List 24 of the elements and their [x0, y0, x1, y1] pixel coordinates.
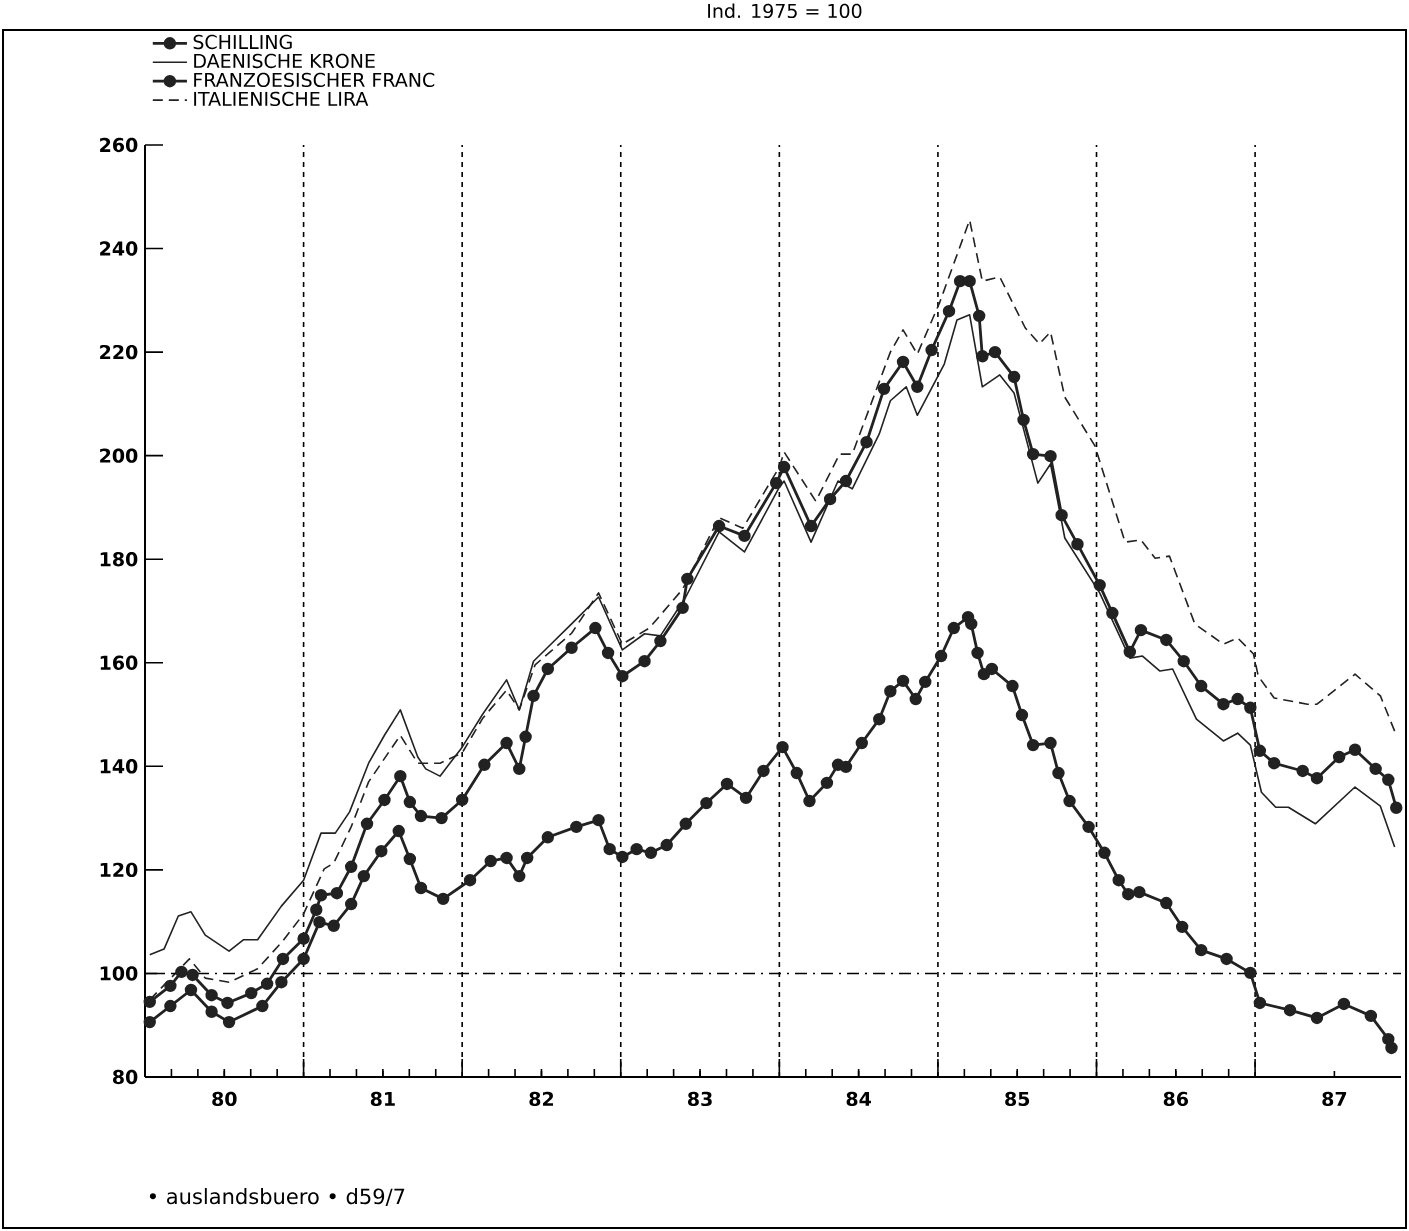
y-tick-label: 100	[100, 966, 138, 981]
y-tick-label: 260	[100, 137, 138, 153]
x-tick-label: 84	[846, 1091, 871, 1107]
y-tick-label: 140	[100, 759, 138, 774]
x-tick-label: 85	[1005, 1091, 1030, 1107]
y-tick-label: 120	[100, 862, 138, 878]
text: • auslandsbuero • d59/7	[149, 1188, 405, 1206]
x-tick-label: 82	[529, 1091, 554, 1107]
y-tick-label: 200	[100, 448, 138, 463]
x-tick-label: 83	[687, 1091, 712, 1107]
x-tick-label: 86	[1163, 1091, 1189, 1107]
legend-label: FRANZOESISCHER FRANC	[194, 72, 435, 88]
x-tick-label: 87	[1322, 1091, 1347, 1107]
legend-label: DAENISCHE KRONE	[194, 53, 375, 69]
x-tick-label: 81	[370, 1091, 395, 1107]
y-tick-label: 180	[100, 552, 138, 567]
chart-title: Ind. 1975 = 100	[708, 3, 862, 19]
legend-label: ITALIENISCHE LIRA	[194, 91, 369, 107]
y-tick-label: 80	[112, 1069, 138, 1085]
legend-label: SCHILLING	[193, 34, 292, 50]
x-tick-label: 80	[212, 1091, 237, 1107]
y-tick-label: 160	[100, 655, 138, 670]
y-tick-label: 220	[100, 344, 138, 360]
y-tick-label: 240	[100, 241, 138, 256]
